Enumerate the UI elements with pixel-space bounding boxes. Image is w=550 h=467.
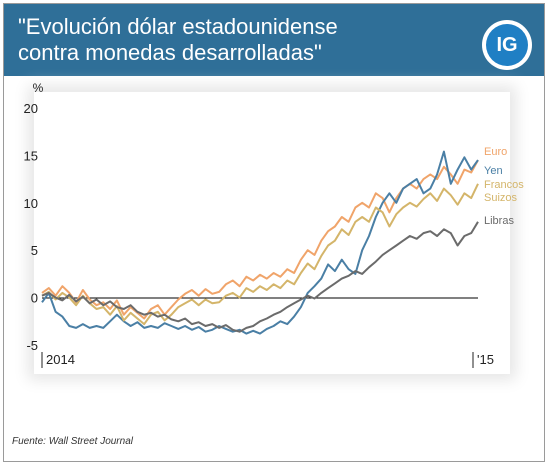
- y-tick-label: 15: [24, 148, 38, 163]
- y-tick-label: -5: [26, 338, 38, 353]
- source-note: Fuente: Wall Street Journal: [12, 436, 133, 447]
- y-tick-label: 5: [31, 243, 38, 258]
- series-line-euro: [41, 159, 479, 320]
- legend-yen: Yen: [484, 165, 503, 177]
- x-axis: 2014 '15: [41, 352, 494, 368]
- y-unit-label: %: [33, 81, 44, 95]
- legend-euro: Euro: [484, 146, 507, 158]
- header-bar: "Evolución dólar estadounidense contra m…: [4, 4, 544, 76]
- y-tick-label: 10: [24, 196, 38, 211]
- series-line-libras: [41, 221, 479, 333]
- chart-title: "Evolución dólar estadounidense contra m…: [18, 14, 338, 65]
- y-axis: % 20 15 10 5 0 -5: [24, 81, 44, 353]
- x-tick-label-end: '15: [477, 352, 494, 367]
- y-tick-label: 0: [31, 291, 38, 306]
- ig-logo-text: IG: [486, 24, 528, 66]
- legend-libras: Libras: [484, 215, 514, 227]
- legend-francos-suizos: Francos: [484, 179, 524, 191]
- legend-francos-suizos: Suizos: [484, 192, 518, 204]
- series-lines: [41, 150, 479, 335]
- series-line-francos-suizos: [41, 183, 479, 326]
- series-line-yen: [41, 150, 479, 335]
- x-tick-label-start: 2014: [46, 352, 75, 367]
- y-tick-label: 20: [24, 101, 38, 116]
- ig-logo: IG: [482, 20, 532, 70]
